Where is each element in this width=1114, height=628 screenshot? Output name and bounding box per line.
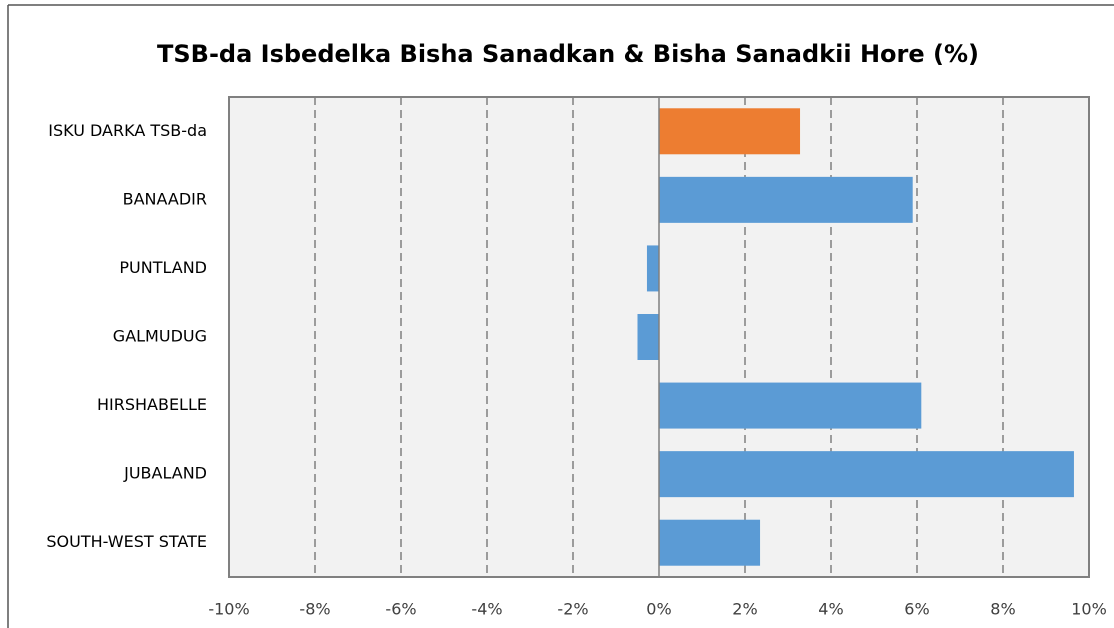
- x-tick-label: 8%: [990, 600, 1015, 619]
- bar: [637, 314, 659, 360]
- y-tick-label: GALMUDUG: [113, 327, 207, 346]
- x-tick-label: -8%: [299, 600, 330, 619]
- y-tick-label: SOUTH-WEST STATE: [46, 532, 207, 551]
- bar: [659, 451, 1074, 498]
- bar: [646, 245, 659, 292]
- y-tick-label: BANAADIR: [123, 189, 207, 208]
- bar: [659, 519, 761, 566]
- bar: [659, 108, 801, 155]
- bar: [659, 176, 913, 223]
- x-tick-label: -2%: [557, 600, 588, 619]
- x-tick-label: 4%: [818, 600, 843, 619]
- x-tick-label: -10%: [208, 600, 249, 619]
- x-tick-label: 0%: [646, 600, 671, 619]
- y-tick-label: PUNTLAND: [119, 258, 207, 277]
- x-tick-label: 2%: [732, 600, 757, 619]
- chart-title: TSB-da Isbedelka Bisha Sanadkan & Bisha …: [157, 40, 979, 68]
- x-tick-label: -6%: [385, 600, 416, 619]
- bar: [659, 382, 922, 429]
- x-tick-label: -4%: [471, 600, 502, 619]
- y-tick-label: ISKU DARKA TSB-da: [48, 121, 207, 140]
- plot-border: [228, 96, 1090, 578]
- x-tick-label: 10%: [1071, 600, 1107, 619]
- y-tick-label: JUBALAND: [123, 464, 207, 483]
- y-tick-label: HIRSHABELLE: [97, 395, 207, 414]
- x-tick-label: 6%: [904, 600, 929, 619]
